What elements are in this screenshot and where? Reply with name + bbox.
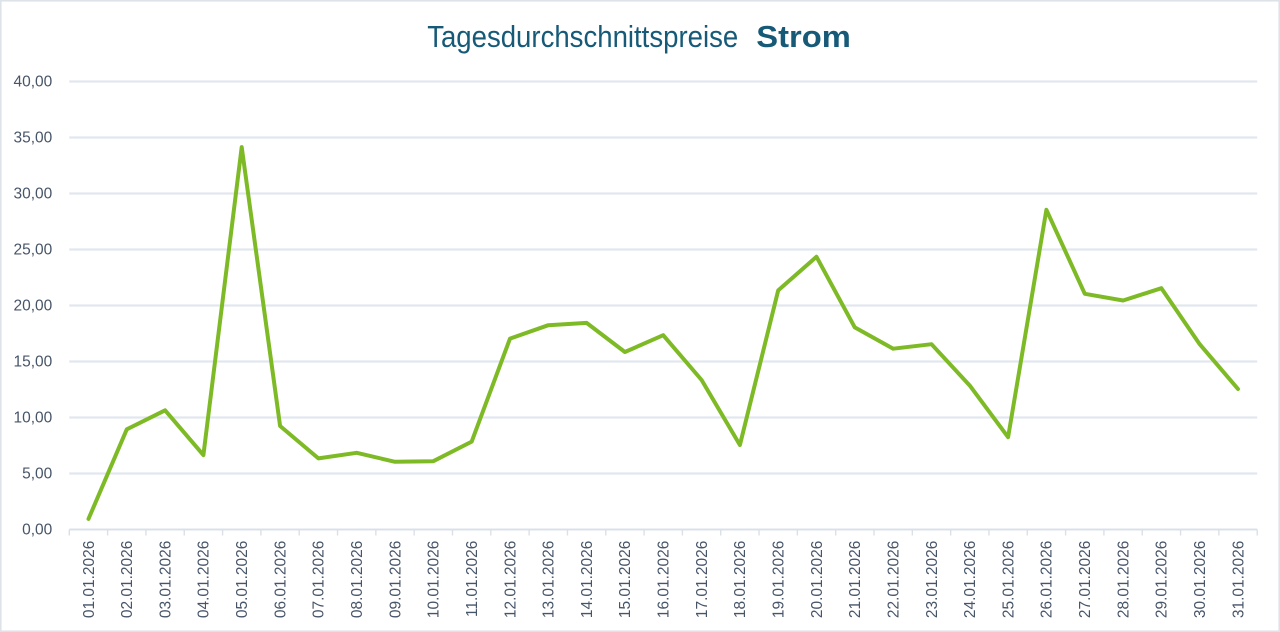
svg-text:11.01.2026: 11.01.2026 [464,541,481,617]
svg-text:0,00: 0,00 [22,521,53,538]
svg-text:28.01.2026: 28.01.2026 [1115,541,1132,619]
svg-text:15,00: 15,00 [14,353,53,370]
svg-text:Tagesdurchschnittspreise: Tagesdurchschnittspreise [427,20,738,54]
svg-text:04.01.2026: 04.01.2026 [196,541,213,619]
svg-text:25.01.2026: 25.01.2026 [1000,541,1017,619]
svg-text:02.01.2026: 02.01.2026 [119,541,136,619]
svg-text:10.01.2026: 10.01.2026 [426,541,443,619]
svg-text:08.01.2026: 08.01.2026 [349,541,366,619]
svg-text:15.01.2026: 15.01.2026 [617,541,634,619]
svg-text:Strom: Strom [756,20,851,54]
svg-text:16.01.2026: 16.01.2026 [656,541,673,619]
svg-text:14.01.2026: 14.01.2026 [579,541,596,619]
svg-text:27.01.2026: 27.01.2026 [1077,541,1094,619]
svg-text:26.01.2026: 26.01.2026 [1039,541,1056,619]
svg-text:22.01.2026: 22.01.2026 [886,541,903,619]
svg-text:20.01.2026: 20.01.2026 [809,541,826,619]
svg-text:21.01.2026: 21.01.2026 [847,541,864,619]
svg-text:18.01.2026: 18.01.2026 [732,541,749,619]
svg-text:20,00: 20,00 [14,297,53,314]
svg-text:24.01.2026: 24.01.2026 [962,541,979,619]
svg-text:03.01.2026: 03.01.2026 [157,541,174,619]
svg-text:30.01.2026: 30.01.2026 [1192,541,1209,619]
svg-text:17.01.2026: 17.01.2026 [694,541,711,619]
svg-text:40,00: 40,00 [14,73,53,90]
svg-text:07.01.2026: 07.01.2026 [311,541,328,619]
svg-text:29.01.2026: 29.01.2026 [1154,541,1171,619]
svg-text:13.01.2026: 13.01.2026 [541,541,558,619]
svg-text:31.01.2026: 31.01.2026 [1230,541,1247,619]
svg-text:35,00: 35,00 [14,129,53,146]
svg-text:09.01.2026: 09.01.2026 [387,541,404,619]
svg-text:01.01.2026: 01.01.2026 [81,541,98,619]
svg-text:5,00: 5,00 [22,465,53,482]
svg-text:10,00: 10,00 [14,409,53,426]
svg-text:12.01.2026: 12.01.2026 [502,541,519,619]
svg-text:30,00: 30,00 [14,185,53,202]
svg-text:25,00: 25,00 [14,241,53,258]
svg-text:05.01.2026: 05.01.2026 [234,541,251,619]
svg-text:23.01.2026: 23.01.2026 [924,541,941,619]
svg-text:06.01.2026: 06.01.2026 [272,541,289,619]
svg-text:19.01.2026: 19.01.2026 [771,541,788,619]
